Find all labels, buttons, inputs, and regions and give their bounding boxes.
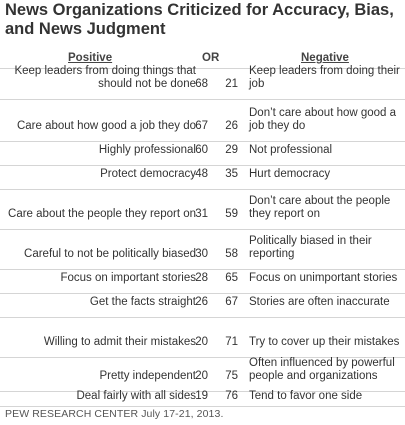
negative-value: 65 [225, 272, 238, 284]
positive-label: Pretty independent [99, 370, 196, 382]
table-row: Pretty independent 20 75 Often influenced b… [0, 343, 405, 383]
positive-value: 31 [195, 208, 208, 220]
negative-label: Try to cover up their mistakes [249, 336, 400, 348]
table-row: Get the facts straight 26 67 Stories are of… [0, 269, 405, 309]
positive-value: 30 [195, 248, 208, 260]
table-row: Willing to admit their mistakes 20 71 Try t… [0, 309, 405, 349]
row-divider [0, 391, 405, 392]
positive-label: Keep leaders from doing things that shou… [14, 65, 196, 90]
negative-label: Not professional [249, 144, 333, 156]
negative-value: 71 [225, 336, 238, 348]
table-row: Care about the people they report on 31 59… [0, 181, 405, 221]
chart-title: News Organizations Criticized for Accura… [5, 1, 394, 38]
table-row: Protect democracy 48 35 Hurt democracy [0, 141, 405, 181]
negative-value: 35 [225, 168, 238, 180]
source-note: PEW RESEARCH CENTER July 17-21, 2013. [5, 408, 223, 421]
negative-label: Often influenced by powerful people and … [249, 357, 395, 382]
positive-label: Careful to not be politically biased [24, 248, 196, 260]
table-row: Highly professional 60 29 Not professional [0, 117, 405, 157]
table-row: Careful to not be politically biased 30 58… [0, 221, 405, 261]
positive-label: Highly professional [98, 144, 196, 156]
negative-label: Focus on unimportant stories [249, 272, 398, 284]
positive-value: 20 [195, 370, 208, 382]
row-divider [0, 141, 405, 142]
negative-value: 76 [225, 390, 238, 402]
source-org: PEW RESEARCH CENTER [5, 408, 139, 420]
negative-label: Tend to favor one side [249, 390, 363, 402]
or-column-header: OR [202, 52, 220, 64]
positive-value: 26 [195, 296, 208, 308]
positive-value: 68 [195, 78, 208, 90]
table-row: Care about how good a job they do 67 26 Don… [0, 93, 405, 133]
table-row: Keep leaders from doing things that shou… [0, 51, 405, 91]
negative-label: Politically biased in their reporting [249, 235, 372, 260]
positive-column-header: Positive [68, 52, 113, 64]
negative-value: 67 [225, 296, 238, 308]
negative-column-header: Negative [301, 52, 349, 64]
negative-value: 75 [225, 370, 238, 382]
row-divider [0, 269, 405, 270]
positive-label: Care about the people they report on [8, 208, 196, 220]
positive-label: Protect democracy [100, 168, 196, 180]
row-divider [0, 68, 405, 69]
negative-label: Don’t care about how good a job they do [249, 107, 397, 132]
positive-label: Willing to admit their mistakes [43, 336, 196, 348]
negative-value: 59 [225, 208, 238, 220]
positive-value: 67 [195, 120, 208, 132]
row-divider [0, 189, 405, 190]
negative-value: 21 [225, 78, 238, 90]
positive-value: 28 [195, 272, 208, 284]
positive-label: Focus on important stories [60, 272, 196, 284]
positive-value: 60 [195, 144, 208, 156]
negative-label: Keep leaders from doing their job [249, 65, 400, 90]
negative-label: Hurt democracy [249, 168, 331, 180]
row-divider [0, 99, 405, 100]
row-divider [0, 357, 405, 358]
row-divider [0, 165, 405, 166]
positive-label: Get the facts straight [89, 296, 196, 308]
positive-value: 19 [195, 390, 208, 402]
positive-label: Care about how good a job they do [16, 120, 196, 132]
negative-value: 58 [225, 248, 238, 260]
source-date: July 17-21, 2013. [141, 408, 224, 420]
positive-value: 20 [195, 336, 208, 348]
negative-label: Don’t care about the people they report … [249, 195, 391, 220]
row-divider [0, 229, 405, 230]
negative-value: 26 [225, 120, 238, 132]
negative-label: Stories are often inaccurate [249, 296, 390, 308]
row-divider [0, 317, 405, 318]
table-row: Deal fairly with all sides 19 76 Tend to fa… [0, 363, 405, 403]
positive-value: 48 [195, 168, 208, 180]
row-divider [0, 293, 405, 294]
positive-label: Deal fairly with all sides [76, 390, 196, 402]
row-divider [0, 406, 405, 407]
table-row: Focus on important stories 28 65 Focus on u… [0, 245, 405, 285]
negative-value: 29 [225, 144, 238, 156]
